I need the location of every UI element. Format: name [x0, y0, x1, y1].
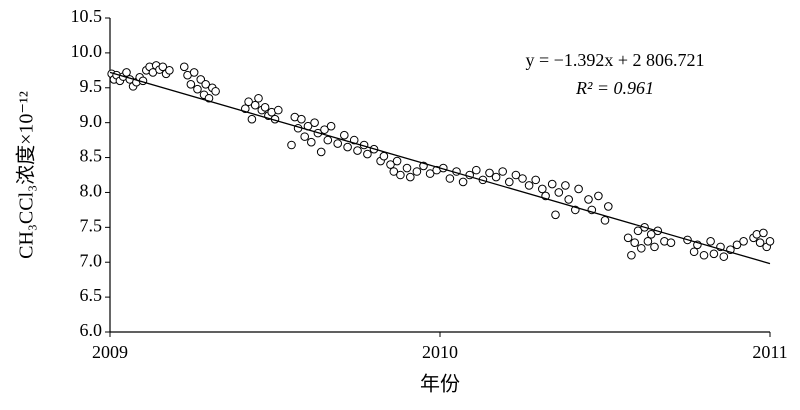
data-point	[179, 62, 189, 72]
data-point	[633, 226, 643, 236]
data-point	[699, 250, 709, 260]
y-tick-label: 9.5	[80, 76, 103, 96]
y-tick-label: 6.5	[80, 285, 103, 305]
equation: y = −1.392x + 2 806.721	[526, 50, 705, 70]
data-point	[412, 167, 422, 176]
data-point	[260, 103, 270, 112]
data-point	[538, 184, 547, 194]
data-point	[584, 195, 593, 204]
data-point	[250, 100, 260, 110]
data-point	[386, 160, 395, 169]
data-point	[518, 174, 527, 183]
data-point	[485, 168, 494, 178]
x-tick-label: 2009	[92, 342, 128, 362]
data-point	[623, 233, 633, 243]
data-point	[561, 181, 570, 190]
data-point	[122, 68, 131, 77]
data-point	[323, 135, 333, 145]
data-point	[732, 240, 742, 250]
x-tick-label: 2011	[752, 342, 787, 362]
data-point	[594, 191, 603, 201]
data-point	[186, 79, 196, 89]
data-point	[637, 243, 646, 253]
data-point	[158, 62, 168, 72]
data-point	[600, 216, 610, 225]
data-point	[551, 210, 560, 220]
y-tick-label: 7.5	[80, 215, 103, 235]
data-point	[759, 228, 768, 238]
trend-line	[109, 71, 771, 265]
data-point	[379, 151, 389, 161]
data-point	[574, 184, 583, 194]
y-tick-label: 10.0	[71, 41, 103, 61]
y-tick-label: 9.0	[80, 111, 103, 131]
data-point	[340, 130, 349, 140]
data-point	[392, 156, 402, 166]
y-tick-label: 7.0	[80, 250, 103, 270]
y-axis-label: CH₃CCl₃浓度×10⁻¹²	[15, 91, 38, 259]
data-point	[643, 236, 653, 246]
data-point	[511, 170, 521, 180]
data-point	[755, 238, 765, 247]
data-point	[353, 146, 362, 155]
data-point	[739, 236, 748, 246]
data-point	[333, 139, 343, 148]
data-point	[287, 140, 296, 150]
data-point	[498, 167, 508, 176]
data-point	[709, 249, 719, 259]
data-point	[531, 175, 541, 185]
y-tick-label: 6.0	[80, 320, 103, 340]
data-point	[554, 188, 564, 197]
data-point	[310, 118, 319, 127]
y-tick-label: 8.5	[80, 146, 103, 166]
data-point	[666, 238, 676, 247]
data-point	[445, 174, 455, 183]
data-point	[363, 149, 372, 159]
data-point	[274, 105, 283, 115]
data-point	[627, 250, 636, 260]
data-point	[247, 114, 257, 124]
data-point	[719, 252, 729, 261]
y-tick-label: 10.5	[71, 6, 103, 26]
data-point	[402, 163, 412, 173]
data-point	[307, 137, 316, 147]
data-point	[244, 97, 253, 107]
data-point	[297, 114, 306, 124]
data-point	[604, 202, 613, 211]
data-point	[425, 169, 435, 178]
data-point	[650, 242, 659, 252]
data-point	[320, 125, 329, 134]
data-point	[765, 236, 775, 246]
data-point	[189, 68, 199, 77]
data-point	[326, 121, 336, 131]
r-squared: R² = 0.961	[575, 78, 654, 98]
data-point	[472, 165, 481, 175]
data-point	[646, 230, 656, 239]
data-point	[343, 142, 352, 152]
data-point	[547, 179, 557, 189]
data-point	[389, 167, 399, 176]
data-point	[458, 177, 468, 187]
data-point	[316, 147, 326, 157]
data-point	[564, 195, 574, 204]
data-point	[505, 177, 514, 187]
data-point	[689, 247, 699, 257]
data-point	[211, 86, 220, 96]
y-tick-label: 8.0	[80, 181, 103, 201]
data-point	[491, 172, 501, 182]
data-point	[193, 84, 202, 94]
data-point	[396, 170, 405, 180]
data-point	[254, 93, 263, 103]
data-point	[706, 236, 715, 246]
data-point	[524, 181, 534, 190]
data-point	[406, 172, 415, 182]
data-point	[165, 66, 174, 75]
x-axis-label: 年份	[420, 373, 460, 396]
data-point	[630, 238, 640, 247]
data-point	[300, 132, 310, 141]
data-point	[201, 79, 210, 89]
x-tick-label: 2010	[422, 342, 458, 362]
